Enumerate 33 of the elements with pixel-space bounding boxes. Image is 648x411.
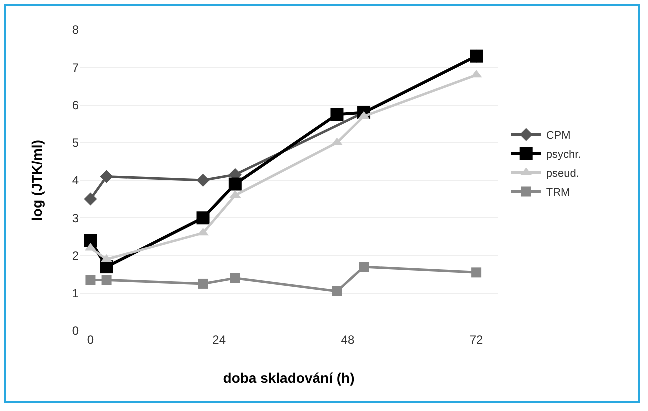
y-tick-label: 4: [72, 174, 80, 188]
x-tick-label: 24: [212, 333, 226, 347]
y-tick-label: 8: [72, 23, 80, 38]
point: [472, 268, 482, 278]
point: [84, 234, 98, 248]
y-tick-label: 3: [72, 211, 80, 226]
legend-label: CPM: [546, 130, 571, 142]
y-tick-label: 5: [72, 136, 80, 150]
legend-label: psychr.: [546, 149, 582, 162]
point: [359, 262, 370, 272]
point: [198, 278, 208, 289]
x-tick-label: 48: [341, 333, 355, 347]
x-tick-label: 72: [470, 333, 484, 347]
legend-label: pseud.: [546, 168, 580, 180]
point: [332, 286, 342, 296]
legend-label: TRM: [546, 187, 570, 200]
point: [86, 275, 96, 286]
point: [330, 108, 344, 122]
point: [196, 212, 210, 225]
x-tick-label: 0: [87, 333, 94, 347]
y-tick-label: 1: [72, 286, 80, 301]
x-axis-title: doba skladování (h): [223, 370, 355, 386]
point: [84, 192, 98, 206]
point: [196, 174, 210, 187]
point: [228, 178, 242, 191]
y-tick-label: 7: [72, 60, 80, 75]
point: [100, 170, 114, 184]
point: [100, 260, 114, 274]
point: [102, 275, 112, 286]
y-axis-title: log (JTK/ml): [29, 140, 45, 221]
y-tick-label: 2: [72, 248, 80, 263]
point: [230, 273, 240, 284]
y-tick-label: 6: [72, 98, 80, 112]
